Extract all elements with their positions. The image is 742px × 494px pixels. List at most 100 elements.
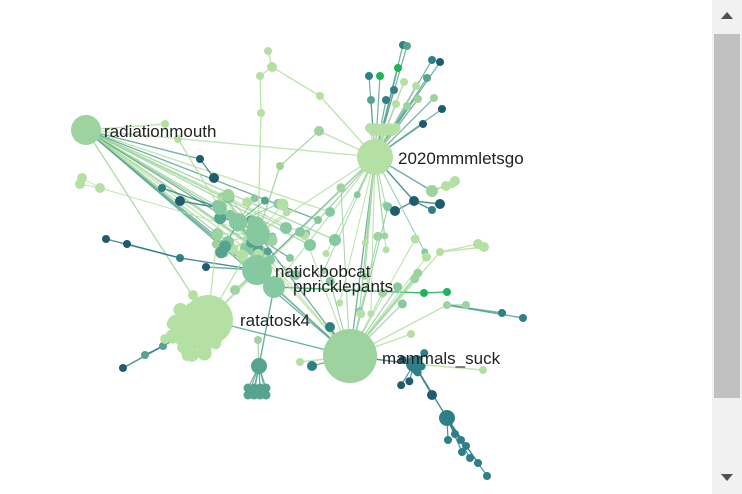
graph-node[interactable] <box>325 322 335 332</box>
scrollbar-thumb[interactable] <box>714 34 740 398</box>
graph-node[interactable] <box>390 86 398 94</box>
graph-node[interactable] <box>423 74 431 82</box>
scroll-down-button[interactable] <box>712 460 742 494</box>
graph-node[interactable] <box>392 100 400 108</box>
graph-node[interactable] <box>286 254 294 262</box>
graph-node[interactable] <box>378 288 388 298</box>
graph-node[interactable] <box>242 197 253 208</box>
graph-node[interactable] <box>188 290 198 300</box>
graph-node[interactable] <box>158 184 166 192</box>
graph-node[interactable] <box>367 310 375 318</box>
graph-node[interactable] <box>236 249 249 262</box>
graph-node[interactable] <box>296 358 304 366</box>
graph-node[interactable] <box>420 349 429 358</box>
graph-node[interactable] <box>483 472 491 480</box>
node-2020mmmletsgo[interactable] <box>357 139 393 175</box>
graph-node[interactable] <box>412 82 420 90</box>
graph-node[interactable] <box>397 299 407 309</box>
graph-node[interactable] <box>421 252 431 262</box>
vertical-scrollbar[interactable] <box>712 0 742 494</box>
graph-node[interactable] <box>222 189 235 202</box>
graph-node[interactable] <box>373 231 383 241</box>
graph-node[interactable] <box>428 56 436 64</box>
graph-node[interactable] <box>282 208 291 217</box>
graph-node[interactable] <box>381 232 389 240</box>
graph-node[interactable] <box>451 430 459 438</box>
node-ppricklepants[interactable] <box>263 276 285 298</box>
graph-node[interactable] <box>519 314 527 322</box>
graph-node[interactable] <box>267 62 277 72</box>
graph-node[interactable] <box>176 254 184 262</box>
graph-node[interactable] <box>75 179 85 189</box>
node-cluster-hub[interactable] <box>246 222 270 246</box>
graph-node[interactable] <box>410 234 420 244</box>
graph-node[interactable] <box>390 206 400 216</box>
graph-node[interactable] <box>322 250 330 258</box>
graph-node[interactable] <box>325 276 335 286</box>
graph-node[interactable] <box>214 212 227 225</box>
graph-node[interactable] <box>264 47 272 55</box>
graph-node[interactable] <box>119 364 127 372</box>
graph-node[interactable] <box>276 162 284 170</box>
graph-node[interactable] <box>304 239 316 251</box>
graph-node[interactable] <box>254 336 262 344</box>
graph-node[interactable] <box>175 196 185 206</box>
graph-node[interactable] <box>336 183 346 193</box>
graph-node[interactable] <box>426 185 438 197</box>
graph-node[interactable] <box>165 329 180 344</box>
graph-node[interactable] <box>307 361 317 371</box>
graph-node[interactable] <box>479 242 489 252</box>
graph-node[interactable] <box>462 301 470 309</box>
graph-node[interactable] <box>174 135 182 143</box>
graph-node[interactable] <box>458 448 466 456</box>
node-mammals-suck[interactable] <box>323 329 377 383</box>
graph-node[interactable] <box>382 96 390 104</box>
graph-node[interactable] <box>161 120 169 128</box>
graph-node[interactable] <box>260 196 269 205</box>
node-hub-bottom[interactable] <box>251 358 267 374</box>
graph-node[interactable] <box>403 42 411 50</box>
graph-node[interactable] <box>443 288 451 296</box>
graph-node[interactable] <box>457 436 465 444</box>
graph-node[interactable] <box>365 72 373 80</box>
graph-node[interactable] <box>329 234 341 246</box>
graph-node[interactable] <box>498 309 506 317</box>
graph-node[interactable] <box>438 105 446 113</box>
graph-node[interactable] <box>436 248 444 256</box>
network-graph[interactable]: radiationmouth 2020mmmletsgo natickbobca… <box>0 0 712 494</box>
graph-node[interactable] <box>250 194 259 203</box>
graph-node[interactable] <box>141 351 149 359</box>
graph-node[interactable] <box>159 342 167 350</box>
graph-node[interactable] <box>427 390 437 400</box>
graph-node[interactable] <box>295 227 305 237</box>
graph-node[interactable] <box>419 120 427 128</box>
graph-node[interactable] <box>390 123 401 133</box>
node-hub-southeast[interactable] <box>439 410 455 426</box>
node-hub-2[interactable] <box>229 213 247 231</box>
graph-node[interactable] <box>314 216 322 224</box>
graph-node[interactable] <box>291 270 301 280</box>
graph-node[interactable] <box>261 390 271 400</box>
graph-node[interactable] <box>356 309 366 319</box>
graph-node[interactable] <box>95 183 105 193</box>
graph-node[interactable] <box>325 207 335 217</box>
graph-node[interactable] <box>436 58 444 66</box>
graph-node[interactable] <box>479 366 487 374</box>
graph-node[interactable] <box>382 246 390 254</box>
graph-node[interactable] <box>320 266 328 274</box>
graph-node[interactable] <box>441 181 451 191</box>
graph-node[interactable] <box>211 240 220 249</box>
node-ratatosk4[interactable] <box>183 295 233 345</box>
graph-node[interactable] <box>450 176 460 186</box>
graph-node[interactable] <box>276 198 289 211</box>
graph-node[interactable] <box>196 155 204 163</box>
network-graph-canvas[interactable]: radiationmouth 2020mmmletsgo natickbobca… <box>0 0 712 494</box>
graph-node[interactable] <box>466 454 474 462</box>
graph-node[interactable] <box>230 285 240 295</box>
graph-node[interactable] <box>394 64 402 72</box>
graph-node[interactable] <box>444 436 452 444</box>
graph-node[interactable] <box>376 72 384 80</box>
graph-node[interactable] <box>316 92 324 100</box>
graph-node[interactable] <box>263 247 272 256</box>
graph-node[interactable] <box>462 442 470 450</box>
